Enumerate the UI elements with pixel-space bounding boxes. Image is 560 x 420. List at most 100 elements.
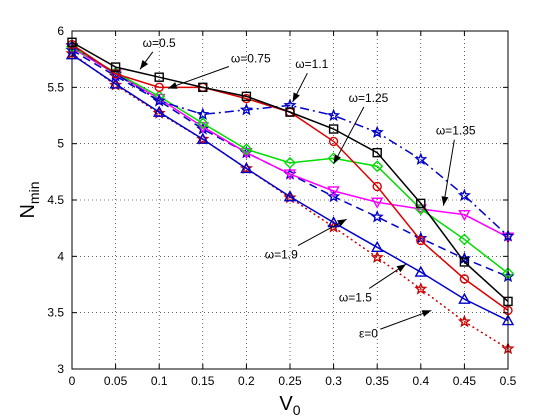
star-marker [196,107,210,120]
annotation-arrowhead [441,196,449,206]
y-tick-label: 6 [57,24,64,38]
annotation-label: ω=1.25 [349,91,389,105]
square-marker [110,62,121,72]
annotation: ω=1.9 [265,218,347,262]
circle-marker [372,181,382,192]
annotation-label: ω=1.1 [295,57,328,71]
circle-marker [328,136,339,147]
triangle-down-marker [414,204,427,216]
star-marker [370,210,384,223]
series-line [71,46,509,274]
star-marker [370,125,384,138]
annotation-arrowhead [396,264,406,273]
circle-marker [110,69,121,79]
square-marker [328,124,339,134]
annotation: ω=1.5 [339,263,407,304]
x-tick-label: 0.25 [278,374,302,388]
annotations: ω=0.5 ω=0.75 ω=1.1 ω=1.25 ω=1.35 ω=1.9 ω=1.5 ε=… [139,36,476,340]
y-tick-label: 4 [57,249,64,263]
y-axis-label: Nmin [17,181,42,218]
diamond-marker [240,143,253,156]
triangle-up-marker [240,162,253,174]
x-tick-label: 0.4 [412,374,429,388]
annotation: ω=1.1 [292,57,329,103]
triangle-up-marker [153,105,166,117]
triangle-up-marker [109,77,122,89]
y-tick-label: 3.5 [47,306,64,320]
circle-marker [416,235,426,246]
x-tick-label: 0.3 [325,374,342,388]
x-axis-label: V0 [279,393,300,418]
diamond-marker [196,117,209,130]
axis-ticks: 0 0.05 0.1 0.15 0.2 0.25 0.3 0.35 0.4 0.45 0.5 3 3.5… [47,24,516,388]
annotation: ω=0.5 [139,36,176,70]
annotation-arrowhead [292,92,300,102]
series-s_11 [65,38,515,242]
square-marker [241,91,252,102]
star-marker [239,102,253,116]
series-line [71,41,509,302]
diamond-marker [371,160,384,173]
y-tick-label: 4.5 [47,193,64,207]
star-marker [370,250,384,264]
y-tick-label: 5.5 [47,80,64,94]
series-s_125 [66,40,514,280]
annotation-arrow-line [297,218,347,247]
series-line [71,45,509,237]
annotation-arrow-line [442,139,455,206]
triangle-down-marker [371,197,384,209]
star-marker [327,189,341,203]
circle-marker [459,274,470,284]
series-layer [65,37,515,355]
star-marker [457,314,471,328]
annotation: ω=1.35 [436,124,476,206]
series-line [71,52,509,350]
annotation-arrow-line [333,106,365,165]
annotation-label: ε=0 [359,326,378,340]
annotation-arrowhead [421,310,432,317]
triangle-up-marker [414,265,427,277]
annotation-arrow-line [167,66,230,89]
star-marker [414,152,428,166]
x-tick-label: 0.15 [191,374,215,388]
star-marker [457,188,471,202]
series-line [71,54,509,322]
circle-marker [154,82,164,93]
square-marker [285,107,295,117]
annotation: ε=0 [359,309,432,340]
y-tick-label: 3 [57,362,64,376]
triangle-down-marker [283,169,297,181]
x-tick-label: 0.05 [104,374,128,388]
x-axis-label-main: V [279,393,293,415]
series-s_05 [67,37,513,307]
y-axis-label-main: N [17,204,39,218]
annotation-label: ω=1.9 [265,248,298,262]
annotation: ω=1.25 [333,91,389,165]
triangle-down-marker [327,186,340,198]
triangle-up-marker [371,240,384,253]
triangle-up-marker [283,190,297,202]
x-tick-label: 0.1 [151,374,168,388]
square-marker [416,198,426,209]
diamond-marker [284,156,296,169]
x-tick-label: 0.35 [366,374,390,388]
annotation-label: ω=0.75 [231,52,271,66]
square-marker [372,147,382,158]
square-marker [198,82,208,93]
star-marker [414,282,428,295]
annotation-label: ω=0.5 [143,36,176,50]
star-marker [327,108,341,122]
diamond-marker [458,233,471,246]
annotation: ω=0.75 [167,52,271,89]
square-marker [459,257,470,267]
annotation-arrowhead [140,59,149,70]
x-tick-label: 0.5 [500,374,517,388]
square-marker [154,72,164,82]
annotation-label: ω=1.35 [436,124,476,138]
star-marker [152,93,166,107]
series-line [71,47,509,238]
x-tick-label: 0.2 [238,374,255,388]
annotation-arrow-line [380,309,432,330]
series-s_075 [67,39,513,316]
